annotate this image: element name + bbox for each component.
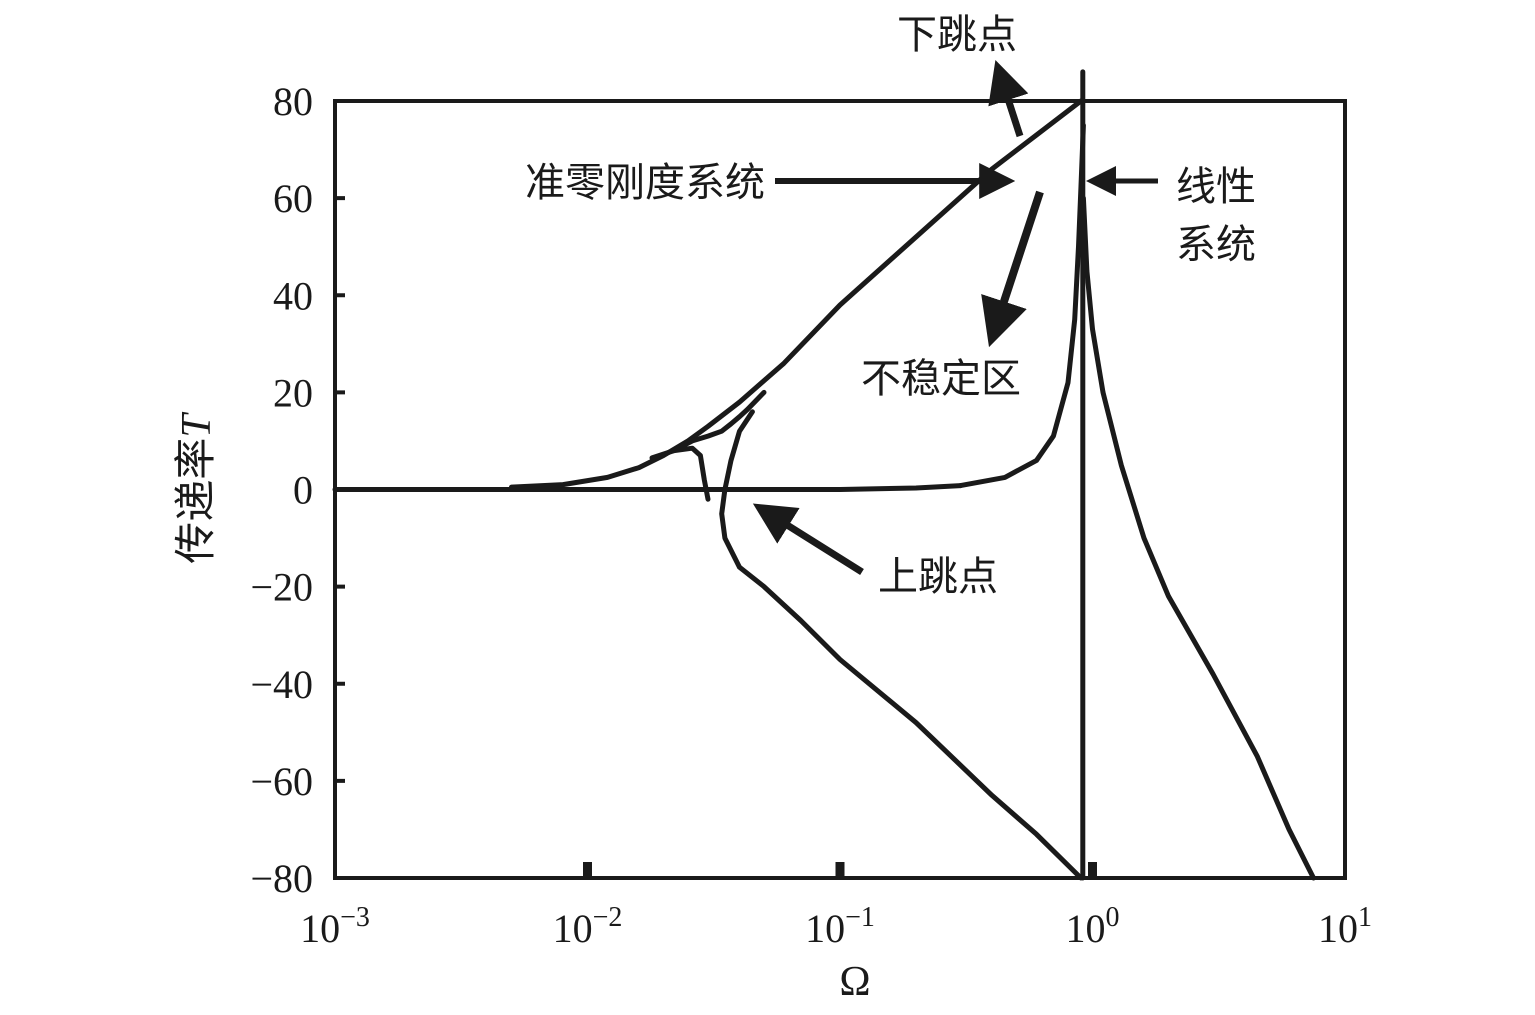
x-tick-base: 10 (553, 906, 593, 951)
series-line-qzs_upper (509, 98, 1084, 490)
series-line-linear_decay (1080, 195, 1316, 881)
y-tick-label: 80 (273, 79, 313, 124)
annotation-linear-line1: 线性 (1176, 164, 1256, 210)
y-tick-label: 40 (273, 273, 313, 318)
y-tick-label: −20 (250, 565, 313, 610)
y-axis-title-text: 传递率 (173, 438, 220, 564)
y-tick-label: 20 (273, 370, 313, 415)
annotation-qzs-system: 准零刚度系统 (525, 160, 765, 206)
arrow-down-jump (988, 60, 1029, 138)
x-tick-label: 101 (1318, 902, 1372, 951)
x-tick-exponent: −3 (340, 902, 370, 933)
series-line-qzs_branch (671, 389, 767, 454)
x-tick-base: 10 (805, 906, 845, 951)
x-tick-exponent: 0 (1106, 902, 1120, 933)
y-tick-label: −40 (250, 662, 313, 707)
x-tick-label: 100 (1066, 902, 1120, 951)
y-axis: 80 60 40 20 0 −20 −40 −60 −80 (250, 79, 345, 901)
x-tick-label: 10−2 (553, 902, 623, 951)
series-line-qzs_lower (719, 409, 1084, 881)
x-axis: 10−3 10−2 10−1 100 101 (300, 862, 1372, 951)
annotation-layer: 下跳点 准零刚度系统 不稳定区 上跳点 线性 系统 (525, 12, 1256, 600)
x-tick-base: 10 (300, 906, 340, 951)
x-tick-base: 10 (1318, 906, 1358, 951)
x-tick-exponent: −1 (845, 902, 875, 933)
x-tick-label: 10−3 (300, 902, 370, 951)
arrow-up-jump (752, 503, 864, 575)
annotation-linear-line2: 系统 (1176, 222, 1256, 268)
annotation-unstable-region: 不稳定区 (861, 356, 1021, 402)
x-axis-title: Ω (839, 959, 870, 1005)
x-tick-exponent: −2 (593, 902, 623, 933)
x-tick-label: 10−1 (805, 902, 875, 951)
series-line-linear (958, 122, 1086, 489)
x-tick-base: 10 (1066, 906, 1106, 951)
series-line-baseline (332, 483, 963, 492)
y-tick-label: −60 (250, 759, 313, 804)
annotation-up-jump: 上跳点 (878, 554, 998, 600)
y-axis-title-var: T (174, 412, 220, 438)
arrow-unstable-region (981, 190, 1044, 348)
series-line-qzs_inner_loop (649, 445, 711, 502)
x-tick-exponent: 1 (1358, 902, 1372, 933)
annotation-down-jump: 下跳点 (897, 12, 1017, 58)
y-tick-label: −80 (250, 856, 313, 901)
series-layer (332, 69, 1316, 881)
y-tick-label: 60 (273, 176, 313, 221)
y-tick-label: 0 (293, 468, 313, 513)
y-axis-title: 传递率T (173, 412, 220, 564)
